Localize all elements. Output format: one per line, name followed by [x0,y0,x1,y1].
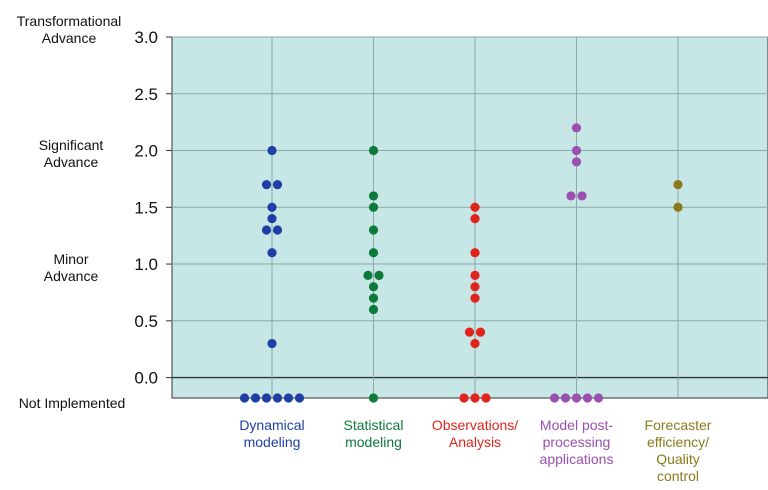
category-label: Model post-processing applications [540,417,614,467]
data-point [267,214,277,224]
y-tick-label: 1.5 [134,198,158,217]
data-point [368,304,379,315]
data-point [459,393,469,403]
y-tick-label: 3.0 [134,28,158,47]
data-point [560,393,571,403]
data-point [267,202,277,212]
data-point [470,248,480,258]
data-point [368,225,379,235]
data-point [368,393,379,403]
level-label-significant: Significant Advance [38,137,104,170]
level-label-transformational: Transformational Advance [16,13,122,46]
data-point [368,202,379,212]
data-point [673,202,683,212]
data-point [250,393,261,403]
data-point [481,393,491,403]
data-point [470,282,480,292]
data-point [368,293,379,303]
data-point [267,248,277,258]
y-tick-label: 2.0 [134,142,158,161]
data-point [571,145,582,156]
data-point [272,393,283,403]
data-point [470,214,480,224]
data-point [261,393,272,403]
plot-area [171,36,768,399]
data-point [673,179,683,190]
data-point [239,393,250,403]
level-label-minor: Minor Advance [43,251,99,284]
data-point [267,145,277,156]
data-point [470,393,480,403]
y-tick-label: 0.5 [134,312,158,331]
data-point [571,123,582,133]
data-point [283,393,294,403]
data-point [470,202,480,212]
data-point [374,270,384,280]
data-point [577,191,587,201]
data-point [272,179,283,190]
data-point [549,393,560,403]
data-point [582,393,593,403]
y-tick-label: 1.0 [134,255,158,274]
data-point [267,338,277,349]
data-point [475,327,486,337]
level-label-not-implemented: Not Implemented [18,395,126,411]
data-point [470,338,480,349]
data-point [368,145,379,156]
data-point [368,191,379,201]
data-point [261,225,272,235]
data-point [261,179,272,190]
category-label: Statistical modeling [344,417,404,450]
data-point [464,327,475,337]
y-tick-label: 2.5 [134,85,158,104]
data-point [470,293,480,303]
y-tick-label: 0.0 [134,369,158,388]
category-label: Forecaster efficiency/Quality control [645,417,712,484]
data-point [368,282,379,292]
data-point [368,248,379,258]
category-label: Observations/Analysis [432,417,518,450]
data-point [566,191,576,201]
data-point [294,393,305,403]
category-label: Dynamical modeling [239,417,304,450]
data-point [272,225,283,235]
data-point [363,270,373,280]
data-point [593,393,604,403]
data-point [470,270,480,280]
data-point [571,157,582,167]
data-point [571,393,582,403]
